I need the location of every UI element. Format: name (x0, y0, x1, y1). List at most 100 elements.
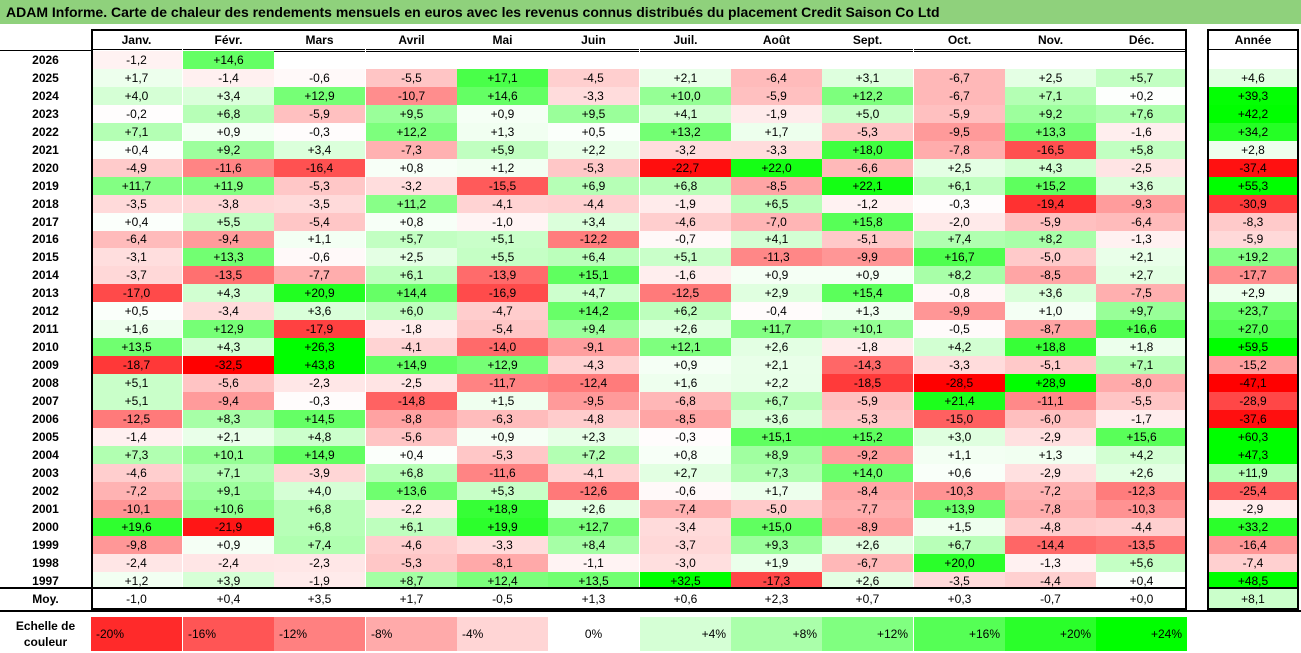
heatmap-cell: -1,8 (822, 338, 913, 356)
heatmap-cell: +2,6 (548, 500, 639, 518)
year-label: 2007 (32, 394, 59, 408)
color-scale-stop: +16% (914, 617, 1005, 651)
heatmap-cell: -5,9 (274, 105, 365, 123)
heatmap-cell: -5,5 (1096, 392, 1187, 410)
year-label: 2008 (32, 376, 59, 390)
year-label: 1999 (32, 538, 59, 552)
heatmap-cell: +3,1 (822, 69, 913, 87)
heatmap-cell: +16,7 (914, 248, 1005, 266)
heatmap-cell: -6,8 (640, 392, 731, 410)
annual-cell: -5,9 (1207, 231, 1299, 248)
heatmap-cell: +6,1 (366, 518, 457, 536)
heatmap-cell: +28,9 (1005, 374, 1096, 392)
heatmap-cell: +6,8 (274, 500, 365, 518)
heatmap-cell: +15,4 (822, 284, 913, 302)
heatmap-cell: -2,4 (91, 554, 182, 572)
heatmap-cell: +12,9 (457, 356, 548, 374)
heatmap-cell: +14,9 (274, 446, 365, 464)
heatmap-cell: -2,5 (366, 374, 457, 392)
heatmap-cell: -3,2 (366, 177, 457, 195)
heatmap-cell: -11,3 (731, 248, 822, 266)
heatmap-cell: +1,7 (91, 69, 182, 87)
heatmap-cell: +13,5 (91, 338, 182, 356)
year-label: 2022 (32, 125, 59, 139)
color-scale-stop: -4% (457, 617, 548, 651)
annual-cell: -16,4 (1207, 536, 1299, 554)
heatmap-cell: -10,3 (1096, 500, 1187, 518)
color-scale-stop: +20% (1005, 617, 1096, 651)
year-label: 2000 (32, 520, 59, 534)
heatmap-cell: -3,7 (91, 266, 182, 284)
heatmap-cell: -2,2 (366, 500, 457, 518)
heatmap-cell: -4,1 (548, 464, 639, 482)
heatmap-cell (731, 51, 822, 69)
heatmap-cell: -4,6 (640, 213, 731, 231)
heatmap-cell: +0,8 (366, 213, 457, 231)
heatmap-cell: -4,1 (457, 195, 548, 213)
heatmap-cell: -18,5 (822, 374, 913, 392)
heatmap-cell: +7,1 (183, 464, 274, 482)
heatmap-cell: +14,4 (366, 284, 457, 302)
heatmap-cell: +1,2 (91, 572, 182, 590)
heatmap-cell: -1,4 (91, 428, 182, 446)
heatmap-cell: +17,1 (457, 69, 548, 87)
heatmap-cell: +7,4 (274, 536, 365, 554)
heatmap-cell: +5,0 (822, 105, 913, 123)
annual-cell: +48,5 (1207, 572, 1299, 590)
heatmap-cell: +43,8 (274, 356, 365, 374)
heatmap-cell: +10,6 (183, 500, 274, 518)
color-scale-stop: -16% (183, 617, 274, 651)
annual-cell: +23,7 (1207, 302, 1299, 320)
heatmap-cell: +5,1 (91, 392, 182, 410)
heatmap-cell: -3,4 (183, 302, 274, 320)
year-label: 2002 (32, 484, 59, 498)
heatmap-cell: -4,4 (1096, 518, 1187, 536)
heatmap-cell: -9,5 (914, 123, 1005, 141)
heatmap-cell: -15,0 (914, 410, 1005, 428)
heatmap-cell: -3,4 (640, 518, 731, 536)
heatmap-cell: +6,8 (183, 105, 274, 123)
annual-cell: +47,3 (1207, 446, 1299, 464)
heatmap-cell: -16,5 (1005, 141, 1096, 159)
average-annual-cell: +8,1 (1207, 589, 1299, 610)
heatmap-cell: +12,9 (274, 87, 365, 105)
heatmap-cell: -9,2 (822, 446, 913, 464)
heatmap-cell: +9,3 (731, 536, 822, 554)
heatmap-cell: +0,9 (731, 266, 822, 284)
heatmap-cell: +1,0 (1005, 302, 1096, 320)
year-label: 2003 (32, 466, 59, 480)
heatmap-cell: +8,9 (731, 446, 822, 464)
heatmap-cell: +4,3 (1005, 159, 1096, 177)
annual-cell (1207, 51, 1299, 69)
heatmap-cell: +9,7 (1096, 302, 1187, 320)
heatmap-cell: +1,3 (822, 302, 913, 320)
heatmap-cell: +9,4 (548, 320, 639, 338)
heatmap-cell: -0,4 (731, 302, 822, 320)
heatmap-cell: +5,8 (1096, 141, 1187, 159)
heatmap-cell: -5,5 (366, 69, 457, 87)
heatmap-cell: -3,5 (91, 195, 182, 213)
heatmap-cell: -12,4 (548, 374, 639, 392)
heatmap-cell (1096, 51, 1187, 69)
annual-cell: +59,5 (1207, 338, 1299, 356)
heatmap-cell: -14,3 (822, 356, 913, 374)
heatmap-cell: +6,8 (640, 177, 731, 195)
heatmap-cell: -13,9 (457, 266, 548, 284)
heatmap-cell: +20,9 (274, 284, 365, 302)
year-label: 2021 (32, 143, 59, 157)
heatmap-cell: -5,9 (822, 392, 913, 410)
heatmap-cell: +6,7 (731, 392, 822, 410)
heatmap-cell: -1,2 (822, 195, 913, 213)
heatmap-cell: -3,5 (914, 572, 1005, 590)
heatmap-cell: +11,7 (731, 320, 822, 338)
heatmap-cell: +2,6 (640, 320, 731, 338)
heatmap-cell: +2,6 (822, 536, 913, 554)
heatmap-cell: -5,4 (274, 213, 365, 231)
heatmap-cell: -5,0 (731, 500, 822, 518)
heatmap-cell: -11,6 (183, 159, 274, 177)
annual-cell: -8,3 (1207, 213, 1299, 231)
average-cell: -0,7 (1005, 589, 1096, 610)
heatmap-cell: +0,4 (91, 213, 182, 231)
year-label: 2009 (32, 358, 59, 372)
annual-cell: -37,4 (1207, 159, 1299, 177)
